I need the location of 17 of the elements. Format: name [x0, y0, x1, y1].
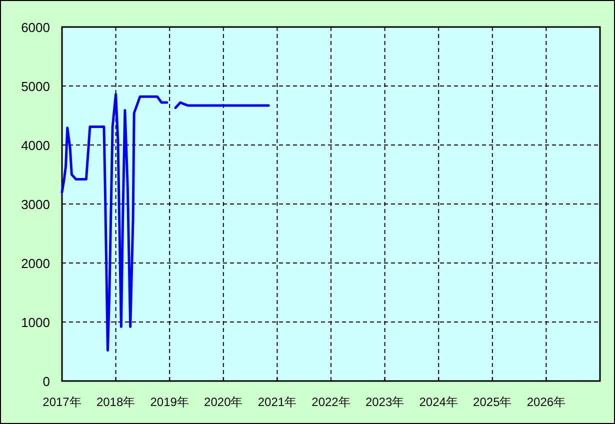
y-tick-label: 5000: [21, 79, 50, 94]
x-tick-label: 2023年: [365, 395, 404, 409]
y-tick-label: 4000: [21, 138, 50, 153]
x-tick-label: 2020年: [204, 395, 243, 409]
y-tick-label: 3000: [21, 197, 50, 212]
x-tick-label: 2017年: [42, 395, 82, 409]
x-tick-label: 2019年: [150, 395, 189, 409]
y-tick-label: 0: [42, 374, 50, 389]
y-tick-label: 1000: [21, 315, 50, 330]
x-tick-label: 2024年: [419, 395, 458, 409]
x-tick-label: 2021年: [258, 395, 297, 409]
y-tick-label: 6000: [21, 20, 50, 35]
x-tick-label: 2022年: [312, 395, 350, 409]
x-tick-label: 2025年: [473, 395, 512, 409]
y-tick-label: 2000: [21, 256, 50, 271]
x-tick-label: 2018年: [96, 395, 136, 409]
x-tick-label: 2026年: [526, 395, 566, 409]
